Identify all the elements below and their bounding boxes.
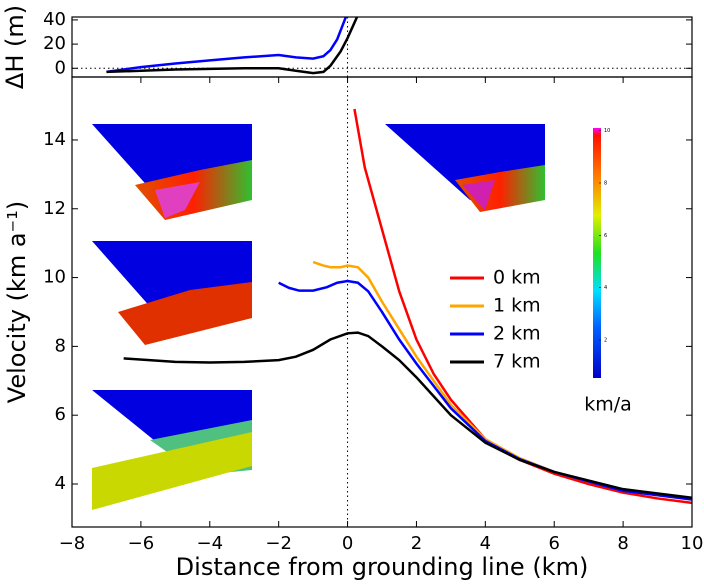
y-tick-label: 4 — [55, 473, 66, 494]
inset-shape — [155, 182, 200, 218]
y-tick-label: 0 — [55, 57, 66, 78]
legend-label: 2 km — [493, 323, 541, 345]
y-tick-label: 12 — [43, 198, 66, 219]
insets — [92, 124, 545, 510]
colorbar-label: km/a — [584, 394, 632, 416]
inset-shape — [462, 180, 495, 210]
line — [353, 108, 692, 505]
y-tick-label: 8 — [55, 335, 66, 356]
line — [106, 17, 348, 74]
x-tick-label: 4 — [480, 533, 491, 554]
legend-label: 1 km — [493, 295, 541, 317]
x-tick-label: 0 — [342, 533, 353, 554]
colorbar-tick-label: 4 — [604, 285, 607, 291]
y-tick-label: 14 — [43, 129, 66, 150]
y-axis-label: Velocity (km a⁻¹) — [3, 201, 31, 403]
x-tick-label: −4 — [197, 533, 224, 554]
x-tick-label: 8 — [617, 533, 628, 554]
y-tick-label: 10 — [43, 267, 66, 288]
y-axis-label: ΔH (m) — [1, 5, 29, 89]
colorbar-tick-label: 6 — [604, 233, 607, 239]
colorbar-tick-label: 10 — [604, 128, 610, 134]
x-tick-label: 10 — [681, 533, 704, 554]
series-group — [106, 17, 359, 75]
x-tick-label: −2 — [265, 533, 292, 554]
line — [106, 17, 359, 75]
y-tick-label: 6 — [55, 404, 66, 425]
line — [123, 331, 692, 499]
x-tick-label: 2 — [411, 533, 422, 554]
colorbar — [593, 128, 601, 378]
colorbar-tick-label: 2 — [604, 338, 607, 344]
axes-frame — [71, 76, 693, 528]
colorbar-tick-label: 8 — [604, 180, 607, 186]
x-tick-label: −6 — [128, 533, 155, 554]
legend-label: 7 km — [493, 351, 541, 373]
series-group — [123, 108, 692, 505]
inset-shape — [118, 282, 252, 345]
y-tick-label: 20 — [43, 33, 66, 54]
x-tick-label: −8 — [59, 533, 86, 554]
line — [278, 279, 692, 501]
x-axis-label: Distance from grounding line (km) — [176, 553, 589, 581]
inset-shape — [92, 432, 252, 510]
legend-label: 0 km — [493, 267, 541, 289]
x-tick-label: 6 — [548, 533, 559, 554]
y-tick-label: 40 — [43, 9, 66, 30]
